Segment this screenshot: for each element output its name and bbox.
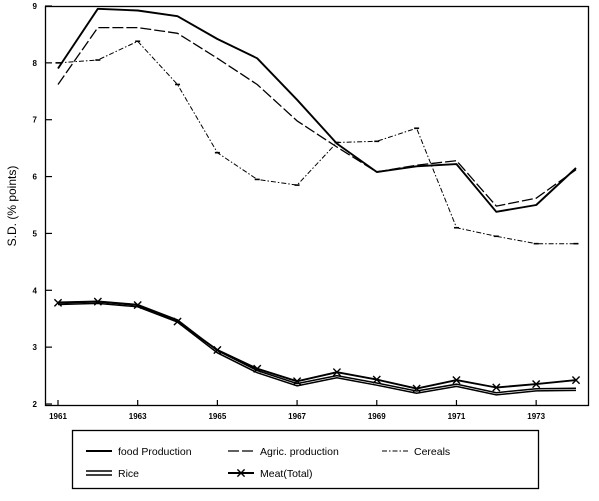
y-axis: 2 3 4 5 6 7 8 9	[33, 2, 52, 409]
series-agric-production-line	[57, 26, 577, 207]
series-food-production	[57, 7, 577, 213]
y-tick-label: 7	[33, 116, 38, 125]
x-axis: 1961 1963 1965 1967 1969 1971 1973	[49, 400, 546, 421]
series-meat-total-point	[532, 380, 541, 389]
series-rice-line	[57, 302, 577, 396]
series-meat-total-point	[412, 384, 421, 393]
y-tick-label: 6	[33, 173, 38, 182]
series-cereals	[55, 40, 579, 245]
y-tick-label: 3	[33, 343, 38, 352]
series-meat-total-point	[93, 297, 102, 306]
series-meat-total-line	[57, 300, 577, 390]
series-meat-total-point	[452, 376, 461, 385]
series-meat-total-point	[492, 383, 501, 392]
y-tick-label: 9	[33, 2, 38, 11]
legend-label: Cereals	[414, 446, 450, 458]
x-tick-label: 1961	[49, 412, 67, 421]
series-meat-total-point	[332, 368, 342, 377]
x-tick-label: 1971	[448, 412, 466, 421]
x-tick-label: 1965	[208, 412, 226, 421]
legend-label: Rice	[118, 468, 139, 480]
y-axis-label: S.D. (% points)	[5, 166, 19, 247]
legend-entry-cereals: Cereals	[382, 446, 450, 458]
x-tick-label: 1963	[129, 412, 147, 421]
series-meat-total-point	[253, 364, 262, 373]
legend-entry-meat-total-point	[236, 468, 246, 478]
series-meat-total-point	[53, 298, 63, 307]
x-tick-label: 1969	[368, 412, 386, 421]
y-tick-label: 8	[33, 59, 38, 68]
series-cereals-line	[57, 40, 576, 245]
series-agric-production	[57, 26, 577, 207]
legend-entry-rice: Rice	[86, 468, 139, 480]
legend-label: food Production	[118, 446, 192, 458]
series-meat-total-point	[133, 300, 142, 310]
series-food-production-line	[57, 7, 577, 213]
series-meat-total-point	[213, 345, 222, 355]
y-tick-label: 4	[33, 286, 38, 295]
legend-entry-meat-total: Meat(Total)	[228, 468, 313, 480]
series-layer	[53, 7, 581, 396]
legend-label: Agric. production	[260, 446, 339, 458]
series-meat-total-point	[571, 376, 581, 385]
legend-entry-food-production: food Production	[86, 446, 192, 458]
plot-area-frame	[44, 5, 590, 407]
series-meat-total-point	[173, 317, 182, 326]
y-tick-label: 2	[33, 400, 38, 409]
legend-label: Meat(Total)	[260, 468, 313, 480]
y-tick-label: 5	[33, 229, 38, 238]
legend: food Production Agric. production Cereals R…	[86, 446, 450, 480]
x-tick-label: 1967	[288, 412, 306, 421]
legend-box	[71, 429, 540, 490]
legend-entry-agric-production: Agric. production	[228, 446, 339, 458]
series-meat-total	[53, 297, 581, 393]
series-meat-total-point	[372, 375, 381, 384]
x-tick-label: 1973	[527, 412, 545, 421]
series-meat-total-point	[292, 377, 302, 386]
